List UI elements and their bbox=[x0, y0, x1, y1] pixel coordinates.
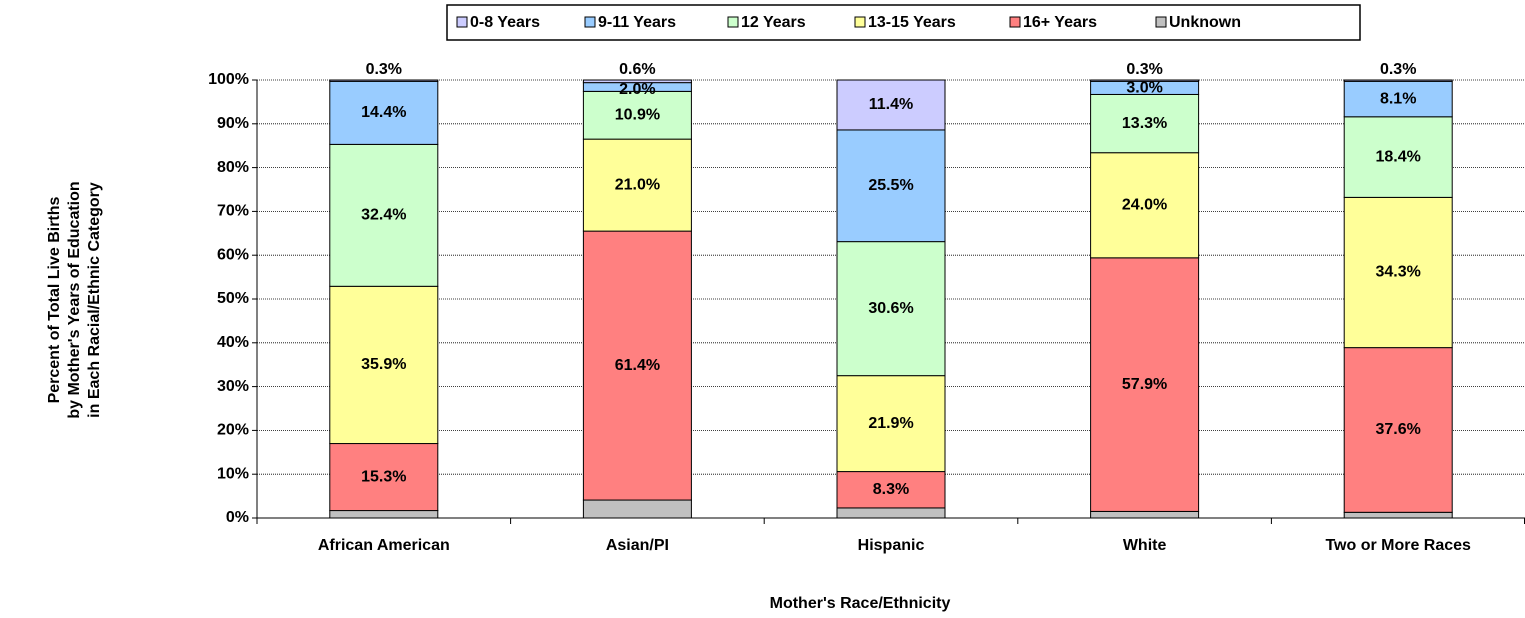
data-label: 10.9% bbox=[615, 106, 660, 123]
bar-segment bbox=[582, 138, 692, 232]
bar-segment bbox=[836, 79, 946, 131]
bar-segment bbox=[1343, 79, 1453, 82]
bar-segment bbox=[1090, 93, 1200, 154]
y-tick-label: 80% bbox=[217, 159, 249, 176]
data-label: 11.4% bbox=[869, 96, 913, 113]
bar-segment bbox=[329, 80, 439, 145]
bar-segment bbox=[836, 129, 946, 243]
data-label: 37.6% bbox=[1376, 421, 1421, 438]
data-label: 30.6% bbox=[868, 300, 913, 317]
data-label: 14.4% bbox=[361, 104, 406, 121]
bar-segment bbox=[582, 90, 692, 140]
legend-label: 12 Years bbox=[741, 14, 806, 31]
legend-swatch bbox=[584, 16, 596, 28]
bar-segment bbox=[329, 443, 439, 512]
x-tick-label: Two or More Races bbox=[1325, 537, 1471, 554]
data-label: 24.0% bbox=[1122, 196, 1167, 213]
legend-swatch bbox=[1009, 16, 1021, 28]
bar-segment bbox=[836, 241, 946, 377]
data-label: 32.4% bbox=[361, 207, 406, 224]
y-tick-label: 50% bbox=[217, 290, 249, 307]
data-label: 35.9% bbox=[361, 356, 406, 373]
legend bbox=[446, 4, 1361, 41]
bar-segment bbox=[836, 507, 946, 519]
bar-segment bbox=[582, 230, 692, 501]
data-label: 25.5% bbox=[868, 177, 913, 194]
y-axis-title-line: Percent of Total Live Births bbox=[46, 196, 63, 403]
data-label: 3.0% bbox=[1126, 80, 1162, 97]
bar-segment bbox=[1343, 347, 1453, 513]
data-label: 13.3% bbox=[1122, 115, 1167, 132]
bar-segment bbox=[329, 285, 439, 445]
legend-label: Unknown bbox=[1169, 14, 1241, 31]
data-label: 8.1% bbox=[1380, 90, 1416, 107]
bar-segment bbox=[329, 143, 439, 287]
legend-swatch bbox=[854, 16, 866, 28]
data-label: 0.3% bbox=[366, 61, 402, 78]
data-label: 8.3% bbox=[873, 481, 909, 498]
bar-segment bbox=[836, 471, 946, 509]
bar-segment bbox=[1090, 152, 1200, 259]
data-label: 18.4% bbox=[1376, 148, 1421, 165]
data-label: 15.3% bbox=[361, 468, 406, 485]
x-tick-label: White bbox=[1123, 537, 1167, 554]
x-tick-label: Hispanic bbox=[858, 537, 925, 554]
y-tick-label: 30% bbox=[217, 378, 249, 395]
bar-segment bbox=[1090, 257, 1200, 512]
y-tick-label: 70% bbox=[217, 203, 249, 220]
legend-label: 13-15 Years bbox=[868, 14, 956, 31]
x-tick-label: Asian/PI bbox=[606, 537, 669, 554]
bar-segment bbox=[1343, 116, 1453, 198]
bar-segment bbox=[329, 510, 439, 519]
y-tick-label: 20% bbox=[217, 422, 249, 439]
bar-segment bbox=[582, 499, 692, 519]
bar-segment bbox=[1343, 80, 1453, 118]
legend-swatch bbox=[727, 16, 739, 28]
x-axis-title: Mother's Race/Ethnicity bbox=[770, 595, 951, 612]
data-label: 0.3% bbox=[1126, 61, 1162, 78]
y-tick-label: 90% bbox=[217, 115, 249, 132]
legend-label: 16+ Years bbox=[1023, 14, 1097, 31]
y-tick-label: 0% bbox=[226, 509, 249, 526]
data-label: 57.9% bbox=[1122, 376, 1167, 393]
y-tick-label: 40% bbox=[217, 334, 249, 351]
y-tick-label: 10% bbox=[217, 465, 249, 482]
y-tick-label: 60% bbox=[217, 246, 249, 263]
legend-label: 9-11 Years bbox=[598, 14, 676, 31]
data-label: 21.0% bbox=[615, 176, 660, 193]
y-axis-title-line: in Each Racial/Ethnic Category bbox=[86, 182, 103, 418]
bar-segment bbox=[582, 79, 692, 84]
x-tick-label: African American bbox=[318, 537, 450, 554]
data-label: 0.3% bbox=[1380, 61, 1416, 78]
bar-segment bbox=[1090, 510, 1200, 519]
data-label: 2.0% bbox=[619, 81, 655, 98]
bar-segment bbox=[1090, 79, 1200, 82]
data-label: 21.9% bbox=[868, 415, 913, 432]
data-label: 61.4% bbox=[615, 357, 660, 374]
data-label: 34.3% bbox=[1376, 264, 1421, 281]
y-axis-title: Percent of Total Live Births by Mother's… bbox=[46, 181, 103, 418]
bar-segment bbox=[1343, 511, 1453, 519]
data-label: 0.6% bbox=[619, 61, 655, 78]
y-tick-label: 100% bbox=[208, 71, 249, 88]
legend-label: 0-8 Years bbox=[470, 14, 540, 31]
y-axis-title-line: by Mother's Years of Education bbox=[66, 181, 83, 418]
legend-swatch bbox=[1155, 16, 1167, 28]
bar-segment bbox=[1343, 196, 1453, 349]
legend-swatch bbox=[456, 16, 468, 28]
bar-segment bbox=[329, 79, 439, 82]
